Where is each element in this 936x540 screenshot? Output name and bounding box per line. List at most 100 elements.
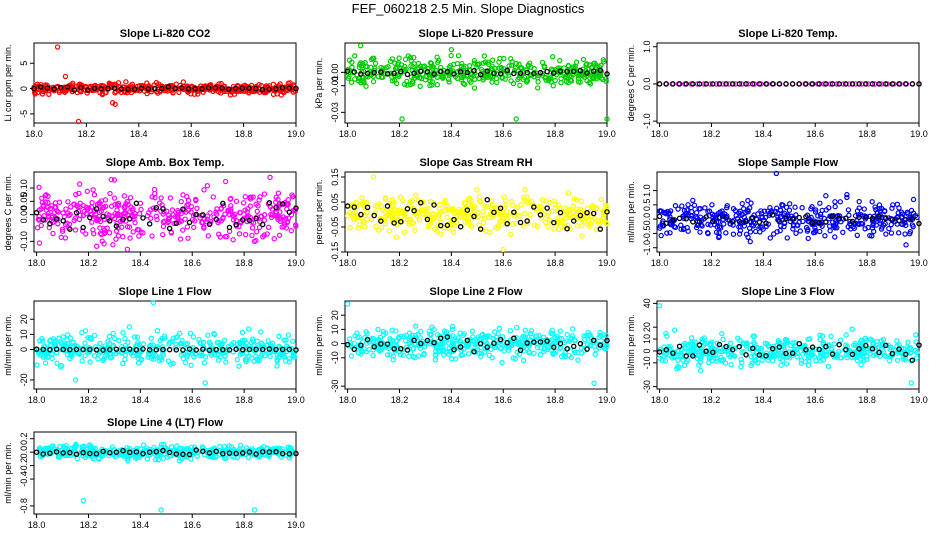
data-point <box>54 208 60 214</box>
data-point <box>699 336 705 342</box>
outlier-point <box>513 116 519 122</box>
data-point <box>603 332 609 339</box>
reference-point <box>736 218 743 225</box>
reference-point <box>47 346 53 353</box>
data-point <box>843 332 849 338</box>
reference-point <box>531 204 537 210</box>
outlier-point <box>111 177 118 183</box>
x-tick-label: 18.8 <box>858 258 876 268</box>
data-point <box>882 352 888 358</box>
data-point <box>737 227 744 234</box>
reference-point <box>246 346 253 353</box>
reference-point <box>126 449 133 456</box>
data-point <box>900 221 906 228</box>
data-point <box>406 337 412 343</box>
data-point <box>578 198 585 205</box>
data-point <box>261 217 268 223</box>
data-point <box>535 85 541 91</box>
data-point <box>727 340 734 347</box>
data-point <box>44 447 51 453</box>
reference-point <box>491 209 497 216</box>
data-point <box>107 190 113 197</box>
data-point <box>45 193 51 200</box>
y-tick-label: 0.05 <box>330 193 340 211</box>
data-point <box>867 346 873 352</box>
reference-point <box>273 346 279 353</box>
data-point <box>685 228 691 234</box>
data-point <box>775 214 781 220</box>
data-point <box>374 344 380 350</box>
reference-point <box>411 70 417 76</box>
reference-point <box>896 217 902 224</box>
reference-point <box>590 210 597 217</box>
data-point <box>249 232 255 239</box>
reference-point <box>87 346 93 353</box>
data-point <box>55 221 61 227</box>
data-point <box>844 354 850 361</box>
x-tick-label: 18.4 <box>130 129 148 139</box>
y-tick-label: 1.0 <box>642 184 652 197</box>
data-point <box>699 223 705 229</box>
data-point <box>516 213 523 219</box>
data-point <box>531 65 537 72</box>
reference-point <box>889 81 896 87</box>
data-point <box>596 217 602 224</box>
data-point <box>201 360 208 366</box>
data-point <box>480 226 486 233</box>
data-point <box>152 456 159 463</box>
data-point <box>854 354 860 361</box>
data-point <box>88 211 94 217</box>
y-tick-label: -0.01 <box>330 75 340 96</box>
data-point <box>439 75 446 81</box>
reference-point <box>796 340 803 347</box>
data-point <box>697 359 703 366</box>
reference-point <box>803 347 809 353</box>
data-point <box>522 327 529 333</box>
reference-point <box>690 81 696 87</box>
data-point <box>352 53 358 59</box>
reference-point <box>232 85 239 92</box>
data-point <box>657 346 663 353</box>
y-tick-label: 0.0 <box>642 78 652 91</box>
data-point <box>480 209 486 215</box>
data-point <box>711 212 718 218</box>
data-point <box>93 243 100 249</box>
data-point <box>705 221 711 228</box>
data-point <box>877 220 883 226</box>
data-point <box>434 54 440 60</box>
data-point <box>794 350 801 356</box>
reference-point <box>166 346 173 353</box>
reference-point <box>53 449 60 455</box>
x-tick-label: 19.0 <box>598 129 616 139</box>
data-point <box>589 217 596 223</box>
data-point <box>344 213 351 219</box>
data-point <box>837 337 844 343</box>
data-point <box>861 350 868 357</box>
data-point <box>558 353 565 360</box>
reference-point <box>517 347 524 353</box>
data-point <box>466 63 473 69</box>
data-point <box>872 204 878 210</box>
data-point <box>601 212 607 218</box>
data-point <box>196 336 202 343</box>
reference-point <box>524 340 530 346</box>
reference-point <box>756 81 763 87</box>
data-point <box>539 205 545 211</box>
data-point <box>83 231 89 237</box>
reference-point <box>590 68 597 74</box>
reference-point <box>67 346 73 353</box>
data-point <box>591 203 597 210</box>
data-point <box>540 334 547 340</box>
data-point <box>813 219 819 225</box>
x-tick-label: 18.4 <box>132 258 150 268</box>
data-point <box>501 194 507 200</box>
data-point <box>565 190 571 196</box>
data-point <box>444 214 450 221</box>
data-point <box>134 334 141 340</box>
data-point <box>121 454 128 460</box>
reference-point <box>776 344 783 350</box>
reference-point <box>132 86 138 92</box>
outlier-point <box>357 42 364 49</box>
data-point <box>552 205 558 211</box>
reference-point <box>266 346 273 352</box>
